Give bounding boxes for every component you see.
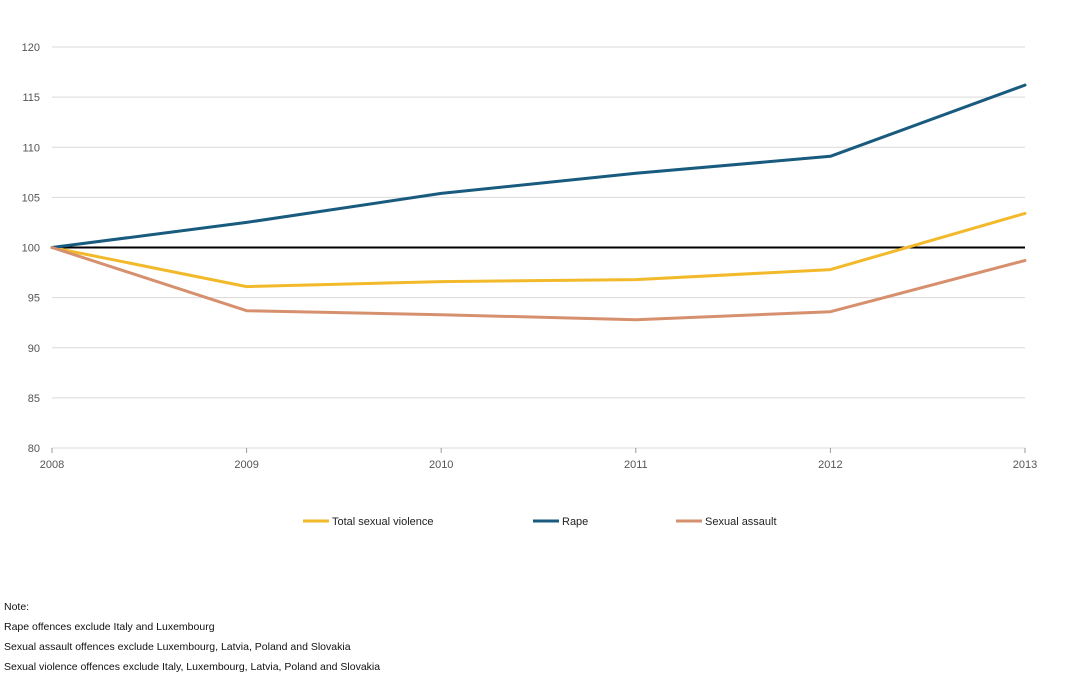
x-tick-label: 2008	[40, 459, 64, 471]
note-line-rape: Rape offences exclude Italy and Luxembou…	[4, 621, 215, 633]
y-tick-label: 100	[22, 243, 40, 255]
legend-label-sexual-assault: Sexual assault	[705, 516, 777, 528]
y-tick-label: 85	[28, 393, 40, 405]
series-line-rape	[50, 83, 1027, 249]
note-line-sexual-violence: Sexual violence offences exclude Italy, …	[4, 661, 381, 673]
y-tick-label: 95	[28, 293, 40, 305]
y-tick-label: 80	[28, 443, 40, 455]
x-tick-label: 2009	[234, 459, 258, 471]
x-axis: 2008 2009 2010 2011 2012 2013	[40, 448, 1037, 471]
y-tick-label: 120	[22, 42, 40, 54]
y-tick-label: 90	[28, 343, 40, 355]
x-tick-label: 2010	[429, 459, 453, 471]
x-tick-label: 2011	[624, 459, 648, 471]
x-tick-label: 2012	[818, 459, 842, 471]
y-axis: 80 85 90 95 100 105 110 115 120	[22, 42, 40, 455]
note-heading: Note:	[4, 601, 30, 613]
legend: Total sexual violence Rape Sexual assault	[303, 516, 777, 528]
y-tick-label: 115	[22, 92, 40, 104]
chart-notes: Note: Rape offences exclude Italy and Lu…	[4, 597, 380, 677]
x-tick-label: 2013	[1013, 459, 1037, 471]
y-tick-label: 110	[22, 142, 40, 154]
y-tick-label: 105	[22, 192, 40, 204]
legend-label-rape: Rape	[562, 516, 588, 528]
line-chart: 80 85 90 95 100 105 110 115 120 2008 2009 2010 2011…	[22, 42, 1038, 528]
note-line-sexual-assault: Sexual assault offences exclude Luxembou…	[4, 641, 351, 653]
legend-label-total-sexual-violence: Total sexual violence	[332, 516, 434, 528]
series-line-sexual-assault	[50, 246, 1027, 322]
series-line-total-sexual-violence	[50, 211, 1027, 289]
series-lines	[50, 83, 1027, 322]
